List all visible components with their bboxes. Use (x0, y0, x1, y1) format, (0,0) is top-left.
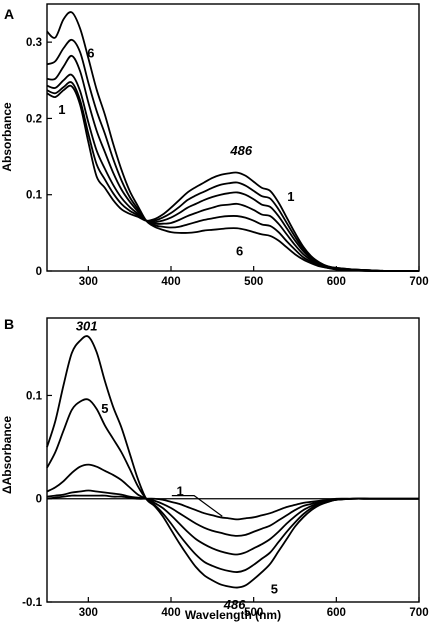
panel-a-annotation: 486 (229, 143, 252, 158)
panel-b-x-tick-label: 700 (409, 607, 428, 619)
panel-b-chart: B ΔAbsorbance Wavelength (nm) 300 400 500 6… (0, 316, 429, 622)
panel-b-label-leader-line (171, 495, 223, 517)
panel-a-y-tick-label: 0.1 (26, 190, 43, 202)
panel-b-annotation: 301 (76, 318, 98, 333)
panel-a-y-axis-title: Absorbance (0, 102, 14, 172)
panel-a-series-line-6 (46, 11, 419, 272)
panel-a-annotation: 1 (58, 102, 65, 117)
panel-b-x-tick-label: 300 (79, 607, 98, 619)
panel-a-x-tick-label: 400 (161, 276, 180, 288)
panel-a-x-tick-label: 300 (79, 276, 98, 288)
panel-a-y-tick-label: 0 (36, 266, 42, 278)
panel-b-y-tick-label: 0 (36, 494, 42, 506)
panel-b-label: B (4, 316, 14, 332)
panel-b-annotation: 5 (101, 401, 108, 416)
panel-b-series-line-3 (46, 463, 419, 556)
panel-b-series-line-2 (46, 489, 419, 537)
panel-a-annotation: 6 (236, 244, 243, 259)
panel-a-series-line-1 (46, 84, 419, 272)
panel-a-chart: A Absorbance 300 400 500 600 700 0 0.1 0.2 0.3 2… (0, 0, 429, 288)
panel-a-annotation: 1 (287, 189, 294, 204)
panel-b-y-axis-title: ΔAbsorbance (0, 416, 14, 494)
panel-b-series-line-5 (46, 335, 419, 589)
panel-b-plot-frame (46, 317, 420, 603)
panel-a-x-tick-label: 600 (327, 276, 346, 288)
panel-a-annotation: 280 (58, 0, 81, 3)
panel-a-y-tick-label: 0.2 (26, 113, 42, 125)
panel-b-x-tick-label: 600 (327, 607, 346, 619)
panel-b-series-line-4 (46, 398, 419, 573)
panel-a-x-tick-label: 700 (409, 276, 428, 288)
panel-b-y-tick-label: 0.1 (26, 390, 43, 402)
panel-a-plot-frame (46, 3, 420, 272)
panel-a-y-tick-label: 0.3 (26, 37, 42, 49)
panel-b-series-line-1 (46, 494, 419, 521)
panel-b-annotation: 5 (271, 582, 278, 597)
panel-b-annotation: 1 (176, 484, 183, 499)
panel-b-x-tick-label: 500 (244, 607, 263, 619)
panel-b-x-axis-title: Wavelength (nm) (185, 608, 281, 622)
panel-a-x-tick-label: 500 (244, 276, 263, 288)
panel-a-label: A (4, 6, 14, 22)
panel-b-y-tick-label: -0.1 (22, 597, 42, 609)
panel-b-x-tick-label: 400 (161, 607, 180, 619)
panel-b-annotation: 486 (223, 597, 246, 612)
panel-a-annotation: 6 (87, 45, 94, 60)
